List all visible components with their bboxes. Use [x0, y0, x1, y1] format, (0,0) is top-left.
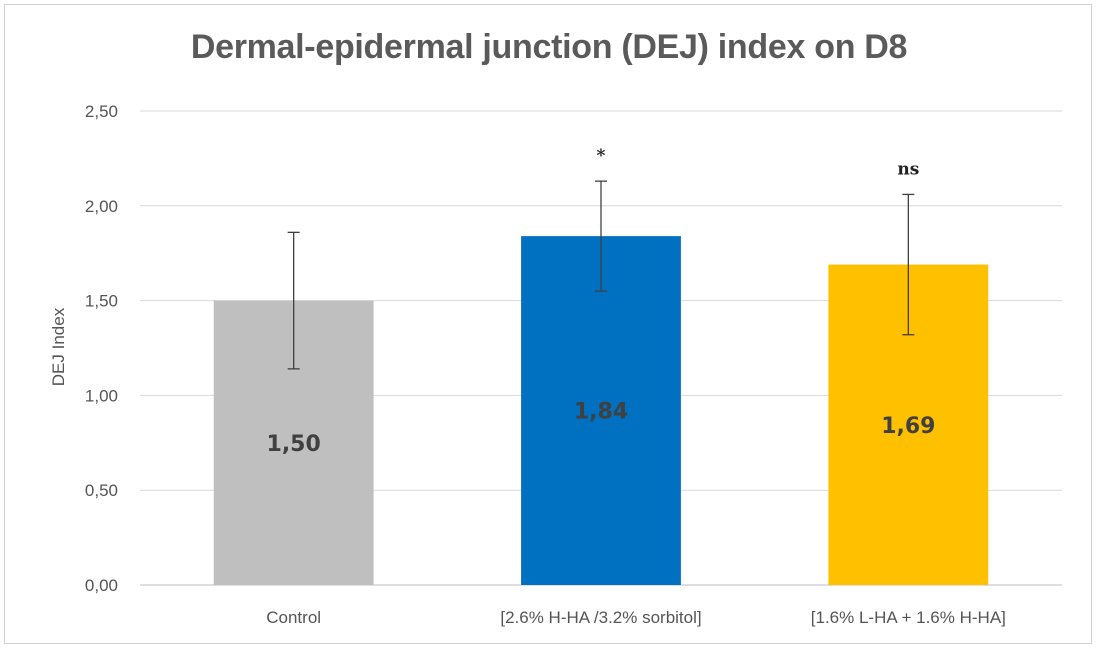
- y-tick-label: 2,50: [85, 102, 118, 121]
- category-label: [1.6% L-HA + 1.6% H-HA]: [811, 608, 1006, 627]
- error-bars: [287, 180, 915, 370]
- category-labels: Control [2.6% H-HA /3.2% sorbitol] [1.6% L…: [266, 608, 1006, 627]
- data-labels: 1,50 1,84 1,69: [267, 400, 936, 457]
- chart-title: Dermal-epidermal junction (DEJ) index on…: [190, 28, 908, 66]
- data-label: 1,50: [267, 432, 321, 457]
- y-tick-label: 0,00: [85, 576, 118, 595]
- y-tick-label: 1,50: [85, 292, 118, 311]
- y-tick-labels: 0,00 0,50 1,00 1,50 2,00 2,50: [85, 102, 118, 595]
- category-label: [2.6% H-HA /3.2% sorbitol]: [500, 608, 701, 627]
- data-label: 1,69: [881, 414, 935, 439]
- significance-label: *: [597, 146, 606, 166]
- significance-label: ns: [897, 159, 919, 179]
- y-tick-label: 2,00: [85, 197, 118, 216]
- data-label: 1,84: [574, 400, 628, 425]
- bars: [213, 236, 989, 586]
- y-tick-label: 1,00: [85, 386, 118, 405]
- significance-labels: * ns: [597, 146, 920, 179]
- bar: [521, 236, 681, 586]
- y-axis-title: DEJ Index: [49, 307, 68, 386]
- y-tick-label: 0,50: [85, 481, 118, 500]
- category-label: Control: [266, 608, 321, 627]
